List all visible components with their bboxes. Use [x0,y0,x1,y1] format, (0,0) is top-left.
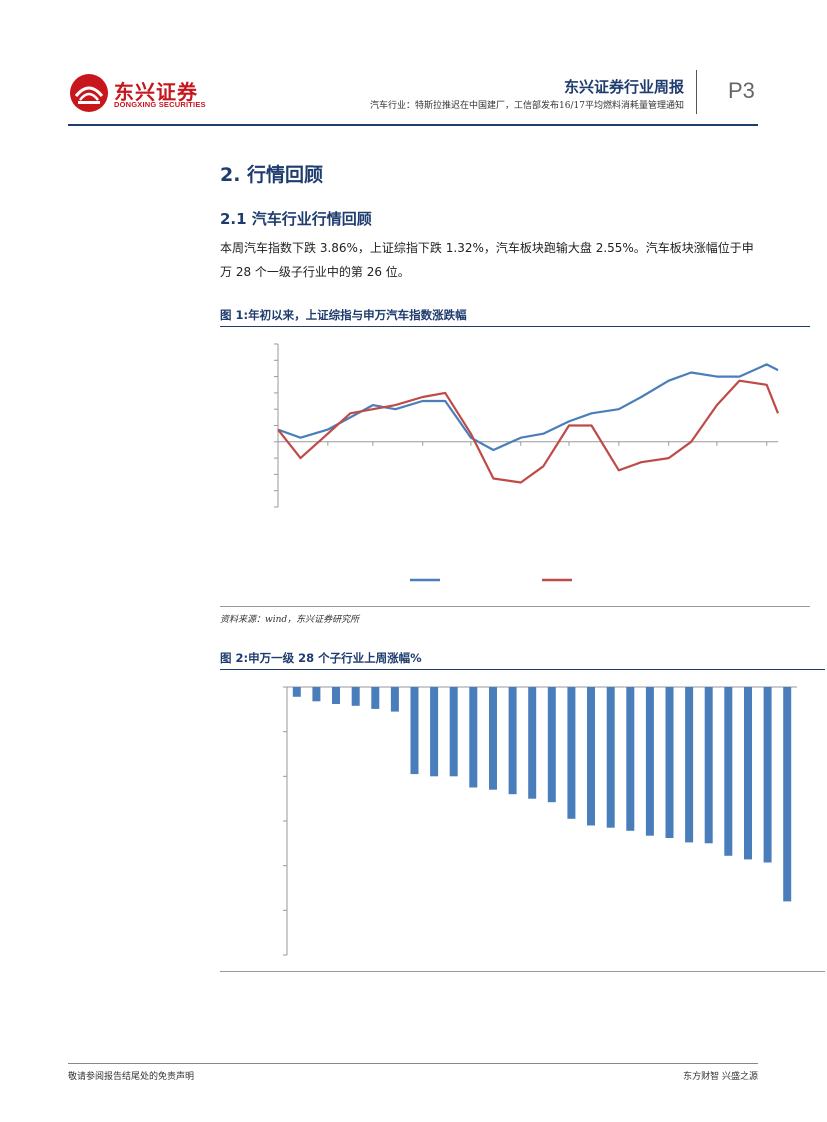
subsection-title: 2.1 汽车行业行情回顾 [220,210,372,228]
bar [645,687,654,836]
report-subtitle: 汽车行业：特斯拉推迟在中国建厂，工信部发布16/17平均燃料消耗量管理通知 [370,101,684,111]
bar [390,687,399,712]
bar [724,687,733,856]
header-divider [696,70,697,114]
bar [351,687,360,706]
bar [783,687,792,902]
bar [587,687,595,826]
footer-rule [68,1063,758,1064]
bar [469,687,478,788]
logo-text-en: DONGXING SECURITIES [114,100,206,109]
bar [292,687,301,697]
section-title: 2. 行情回顾 [220,164,324,186]
logo-text-cn: 东兴证券 [114,80,198,104]
bar [704,687,713,844]
page-number: P3 [728,78,755,103]
series-line-1 [277,379,780,484]
bar [508,687,517,795]
figure1-top-rule [220,326,810,327]
figure2-title: 图 2:申万一级 28 个子行业上周涨幅% [220,651,422,665]
bar [606,687,615,828]
bar [410,687,419,775]
bar [332,687,340,704]
bar [567,687,576,819]
bar [528,687,537,799]
header-rule [68,124,758,126]
bar [489,687,497,790]
company-logo-icon [70,74,108,112]
footer-slogan: 东方财智 兴盛之源 [683,1072,758,1082]
bar-chart [283,686,797,956]
bar [685,687,694,843]
figure1-bottom-rule [220,606,810,607]
bar [449,687,458,777]
figure2-top-rule [220,669,825,670]
bar [626,687,635,831]
bar [665,687,674,838]
bar [763,687,772,863]
summary-paragraph: 本周汽车指数下跌 3.86%，上证综指下跌 1.32%，汽车板块跑输大盘 2.5… [220,241,754,279]
bar [371,687,380,709]
bar [744,687,752,860]
line-chart [274,343,780,582]
footer-disclaimer: 敬请参阅报告结尾处的免责声明 [68,1072,195,1082]
report-title: 东兴证券行业周报 [563,78,684,96]
bar [312,687,321,702]
figure1-title: 图 1:年初以来，上证综指与申万汽车指数涨跌幅 [220,308,467,322]
bar [430,687,439,777]
figure1-source: 资料来源：wind，东兴证券研究所 [220,615,360,625]
figure2-bottom-rule [220,971,825,972]
series-line-0 [277,363,779,452]
bar [547,687,556,803]
